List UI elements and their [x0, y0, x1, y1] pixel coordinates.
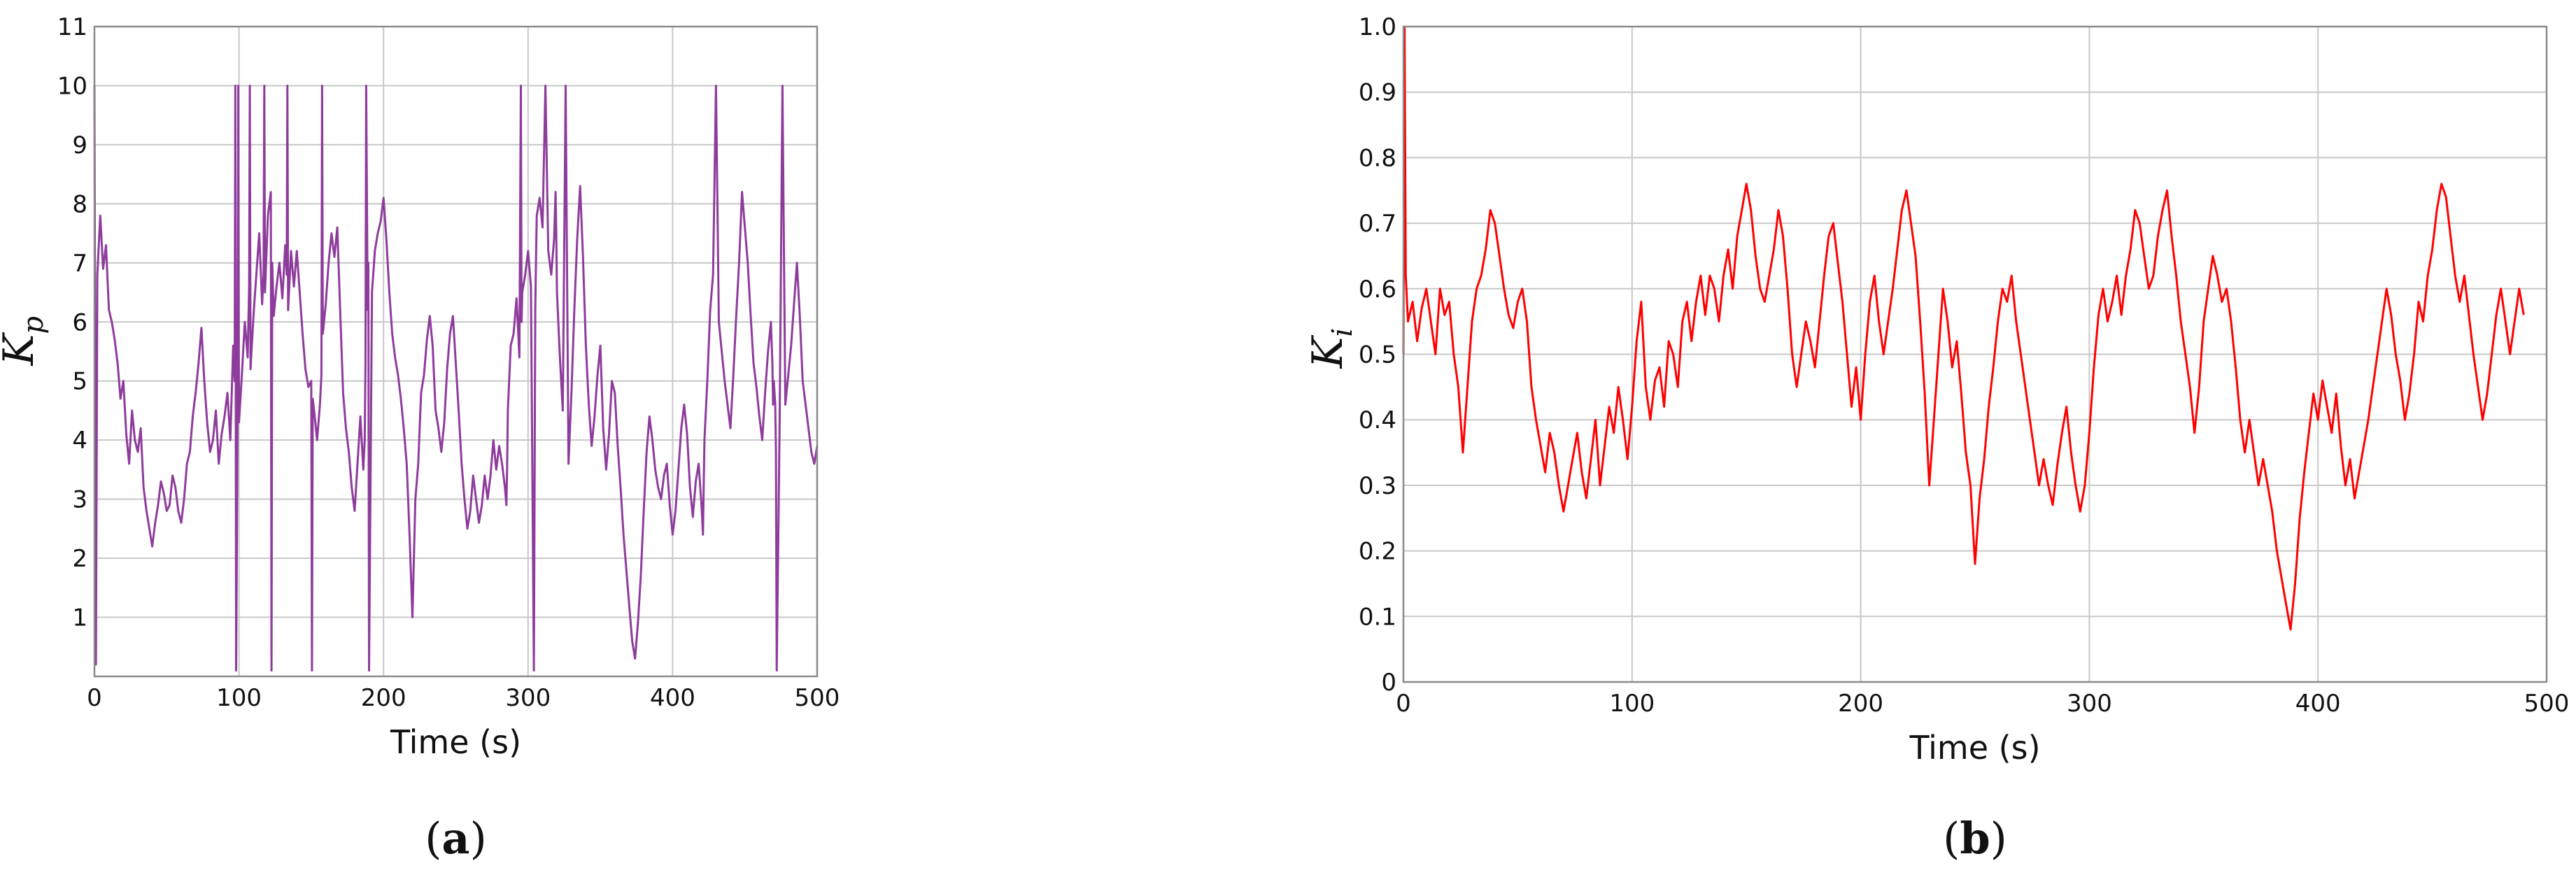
y-tick-label: 0.4 [1359, 406, 1396, 434]
x-tick-label: 300 [2067, 690, 2112, 718]
panel-a-x-axis-label: Time (s) [390, 723, 521, 761]
y-tick-label: 7 [72, 250, 87, 278]
y-tick-label: 3 [72, 486, 87, 514]
y-tick-label: 0.3 [1359, 472, 1396, 500]
panel-a-caption: (a) [425, 813, 487, 864]
x-tick-label: 100 [1609, 690, 1655, 718]
panel-a-x-ticks: 0 100 200 300 400 500 [87, 684, 840, 712]
panel-b-grid [1403, 26, 2547, 683]
y-tick-label: 0.9 [1359, 79, 1396, 107]
panel-b-y-axis-sub: i [1326, 328, 1359, 337]
panel-b-chart: 0 100 200 300 400 500 00.10.20.30.40.50.60.70… [1303, 13, 2569, 864]
y-tick-label: 0 [1381, 669, 1396, 697]
y-tick-label: 11 [57, 13, 87, 41]
panel-a-plot-frame [93, 25, 819, 678]
panel-a-y-axis-label: Kp [0, 316, 50, 366]
panel-b-y-axis-label: Ki [1303, 328, 1359, 369]
x-tick-label: 200 [1838, 690, 1883, 718]
x-tick-label: 400 [650, 684, 695, 712]
x-tick-label: 500 [795, 684, 840, 712]
panel-b-y-axis-main: K [1303, 335, 1352, 369]
x-tick-label: 400 [2295, 690, 2341, 718]
panel-b-x-ticks: 0 100 200 300 400 500 [1396, 690, 2569, 718]
x-tick-label: 500 [2524, 690, 2570, 718]
x-tick-label: 300 [505, 684, 551, 712]
y-tick-label: 8 [72, 190, 87, 218]
y-tick-label: 9 [72, 131, 87, 159]
panel-b-caption: (b) [1943, 813, 2007, 864]
y-tick-label: 10 [57, 72, 87, 100]
panel-a-series-line [93, 85, 819, 672]
panel-a-y-axis-sub: p [17, 316, 50, 334]
x-tick-label: 200 [361, 684, 406, 712]
y-tick-label: 1 [72, 604, 87, 632]
y-tick-label: 0.7 [1359, 210, 1396, 238]
panel-b-series-line [1402, 25, 2525, 631]
y-tick-label: 6 [72, 308, 87, 336]
y-tick-label: 0.8 [1359, 144, 1396, 172]
panel-a-y-axis-main: K [0, 332, 43, 367]
svg-text:Ki: Ki [1303, 328, 1359, 369]
panel-a-y-ticks: 1 2 3 4 5 6 7 8 9 10 11 [57, 13, 87, 632]
y-tick-label: 0.6 [1359, 276, 1396, 304]
y-tick-label: 4 [72, 427, 87, 455]
y-tick-label: 5 [72, 368, 87, 396]
x-tick-label: 0 [87, 684, 102, 712]
y-tick-label: 0.2 [1359, 538, 1396, 566]
x-tick-label: 100 [216, 684, 262, 712]
panel-b-y-ticks: 0 0.1 0.2 0.3 0.4 0.5 0.6 0.7 0.8 0.9 1.0 [1359, 13, 1396, 697]
y-tick-label: 0.5 [1359, 341, 1396, 369]
y-tick-label: 1.0 [1359, 13, 1396, 41]
panel-b-plot-frame [1402, 25, 2548, 683]
y-tick-label: 2 [72, 545, 87, 573]
y-tick-label: 0.1 [1359, 603, 1396, 631]
panel-b-x-axis-label: Time (s) [1909, 729, 2040, 767]
svg-text:Kp: Kp [0, 316, 50, 366]
x-tick-label: 0 [1396, 690, 1411, 718]
